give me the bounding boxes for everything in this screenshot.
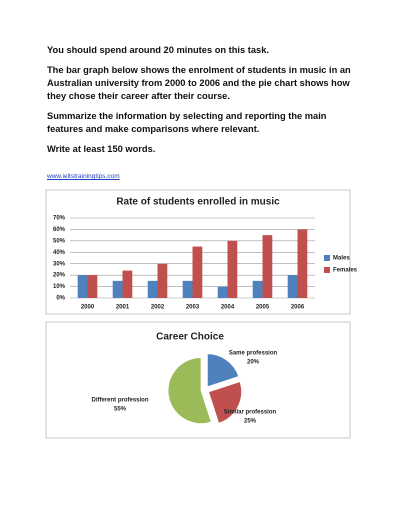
paragraph: Summarize the information by selecting a…	[47, 111, 327, 134]
y-tick-label: 30%	[53, 261, 66, 267]
bar	[87, 275, 98, 298]
paragraph: The bar graph below shows the enrolment …	[47, 65, 351, 101]
pie-slice	[167, 357, 212, 425]
paragraph: You should spend around 20 minutes on th…	[47, 45, 269, 55]
y-tick-label: 50%	[53, 238, 66, 244]
bar	[227, 240, 238, 298]
slice-value: 25%	[244, 419, 257, 425]
bar	[262, 235, 273, 298]
slice-label: Same profession	[229, 351, 278, 357]
bar	[182, 280, 193, 298]
bar	[147, 280, 158, 298]
y-tick-label: 20%	[53, 273, 66, 279]
slice-value: 55%	[114, 407, 127, 413]
legend-label: Males	[333, 256, 350, 262]
x-tick-label: 2005	[256, 305, 270, 311]
x-tick-label: 2003	[186, 305, 200, 311]
pie-slice	[208, 381, 242, 424]
y-tick-label: 10%	[53, 284, 66, 290]
x-tick-label: 2000	[81, 305, 95, 311]
bar	[217, 286, 228, 298]
bar	[192, 246, 203, 298]
bar	[157, 263, 168, 298]
slice-label: Different profession	[91, 398, 148, 404]
x-tick-label: 2001	[116, 305, 130, 311]
slice-value: 20%	[247, 360, 260, 366]
pie-chart: Career Choice Same profession 20% Similar …	[45, 321, 351, 439]
bar	[287, 275, 298, 298]
paragraph: Write at least 150 words.	[47, 144, 156, 154]
x-tick-label: 2006	[291, 305, 305, 311]
bar	[77, 275, 88, 298]
link[interactable]: www.ieltstrainingtips.com	[47, 173, 120, 180]
bar-chart: Rate of students enrolled in music 0% 10%…	[45, 189, 358, 315]
instructions: You should spend around 20 minutes on th…	[47, 44, 365, 163]
pie-slice	[206, 353, 240, 388]
y-tick-label: 60%	[53, 227, 66, 233]
x-tick-label: 2004	[221, 305, 235, 311]
bar	[297, 229, 308, 298]
chart-title: Rate of students enrolled in music	[116, 197, 280, 208]
y-tick-label: 40%	[53, 250, 66, 256]
chart-title: Career Choice	[156, 332, 224, 343]
bar	[112, 280, 123, 298]
slice-label: Similar profession	[224, 410, 277, 416]
x-tick-label: 2002	[151, 305, 165, 311]
bar	[252, 280, 263, 298]
legend-label: Females	[333, 268, 358, 274]
y-tick-label: 0%	[56, 296, 65, 302]
y-tick-label: 70%	[53, 216, 66, 222]
legend-swatch	[324, 255, 330, 261]
legend-swatch	[324, 267, 330, 273]
bar	[122, 270, 133, 298]
